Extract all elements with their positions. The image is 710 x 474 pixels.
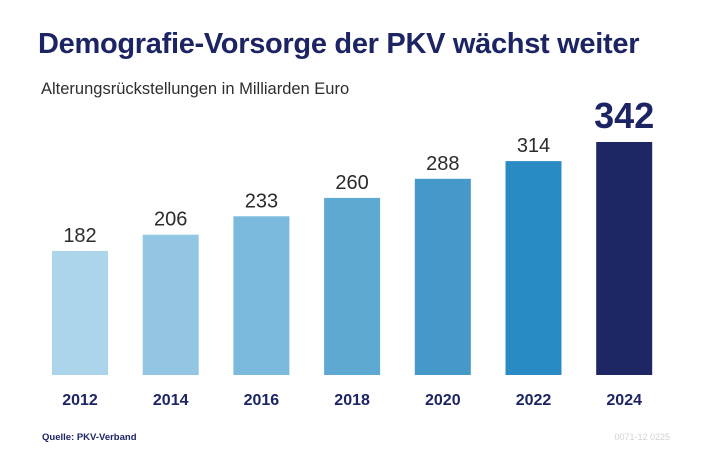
bars-group (52, 142, 653, 375)
value-labels-group: 182 206 233 260 288 314 342 (63, 95, 654, 247)
category-label-2020: 2020 (425, 392, 461, 409)
source-note: Quelle: PKV-Verband (42, 432, 137, 443)
bar-2022 (505, 161, 562, 375)
bar-2016 (233, 216, 290, 375)
category-label-2022: 2022 (516, 392, 552, 409)
value-label-2012: 182 (63, 225, 96, 247)
category-label-2014: 2014 (153, 392, 189, 409)
bar-2014 (142, 234, 199, 375)
category-label-2024: 2024 (606, 392, 642, 409)
category-labels-group: 2012 2014 2016 2018 2020 2022 2024 (62, 392, 642, 409)
value-label-2022: 314 (517, 135, 550, 157)
category-label-2012: 2012 (62, 392, 98, 409)
value-label-2020: 288 (426, 153, 459, 175)
value-label-2024: 342 (594, 95, 654, 136)
chart-title: Demografie-Vorsorge der PKV wächst weite… (38, 28, 640, 60)
document-id: 0071-12 0225 (614, 432, 670, 442)
value-label-2016: 233 (245, 190, 278, 212)
bar-2012 (52, 251, 108, 375)
value-label-2014: 206 (154, 209, 187, 231)
chart-subtitle: Alterungsrückstellungen in Milliarden Eu… (41, 80, 350, 98)
bar-2018 (324, 197, 381, 375)
category-label-2016: 2016 (244, 392, 280, 409)
bar-2020 (414, 178, 471, 375)
bar-2024 (596, 142, 653, 375)
category-label-2018: 2018 (334, 392, 370, 409)
value-label-2018: 260 (335, 172, 368, 194)
